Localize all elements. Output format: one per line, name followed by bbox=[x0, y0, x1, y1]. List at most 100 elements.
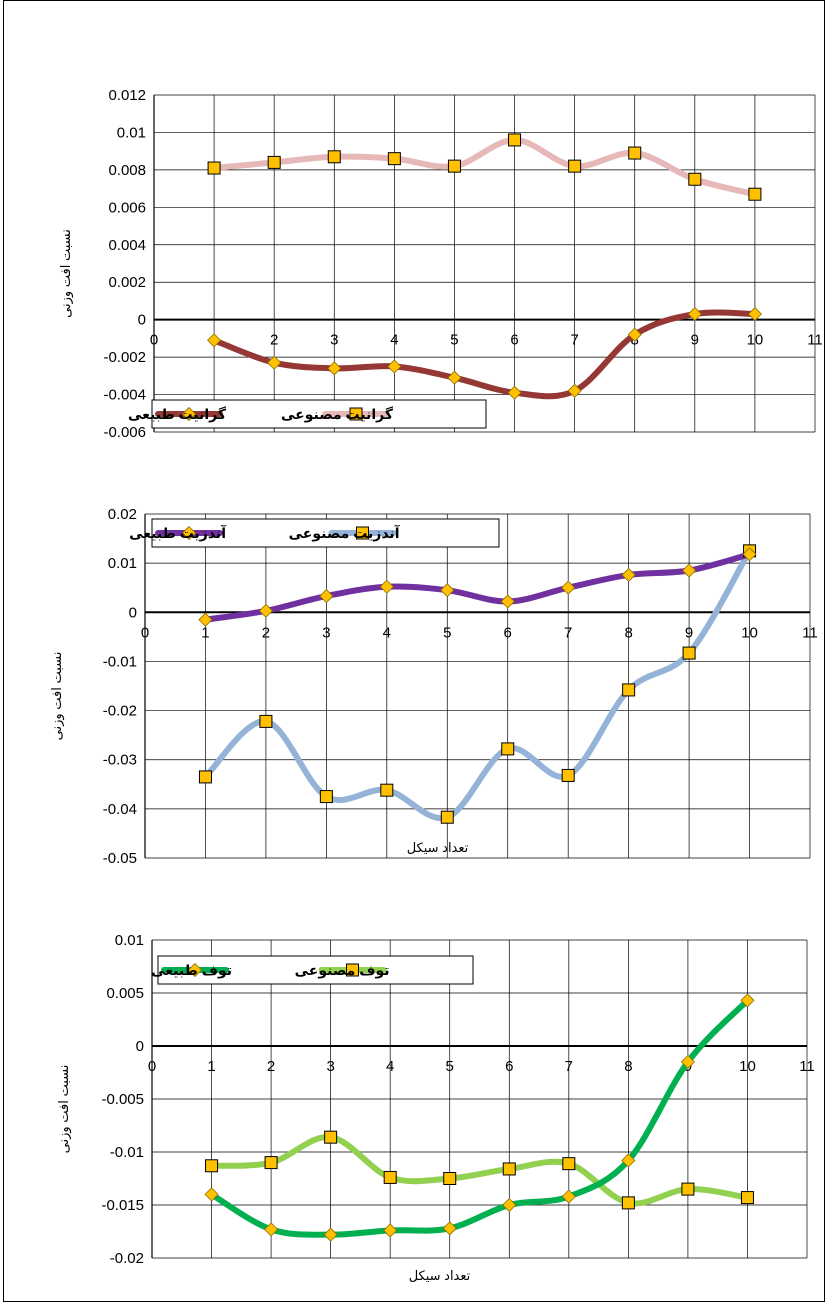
y-tick-label: 0.01 bbox=[108, 555, 137, 572]
data-point bbox=[447, 159, 461, 173]
data-point bbox=[621, 1196, 635, 1210]
data-point bbox=[742, 547, 757, 562]
data-point bbox=[500, 594, 515, 609]
data-point bbox=[568, 159, 582, 173]
x-axis-title: تعداد سیکل bbox=[409, 1268, 471, 1283]
x-tick-label: 11 bbox=[807, 332, 823, 349]
data-point bbox=[387, 152, 401, 166]
x-tick-label: 0 bbox=[150, 332, 158, 349]
y-tick-label: 0.006 bbox=[108, 199, 146, 216]
data-point bbox=[502, 1162, 516, 1176]
data-point bbox=[740, 993, 755, 1008]
y-tick-label: -0.006 bbox=[103, 424, 146, 441]
data-point bbox=[379, 579, 394, 594]
y-tick-label: -0.04 bbox=[103, 801, 137, 818]
data-point bbox=[327, 150, 341, 164]
legend-label: توف طبیعی bbox=[151, 962, 232, 979]
x-tick-label: 5 bbox=[446, 1058, 454, 1075]
x-tick-label: 8 bbox=[624, 1058, 632, 1075]
data-point bbox=[323, 1227, 338, 1242]
data-point bbox=[443, 1172, 457, 1185]
data-point bbox=[562, 1157, 576, 1171]
legend-label: توف مصنوعی bbox=[295, 962, 390, 979]
x-tick-label: 4 bbox=[386, 1058, 394, 1075]
x-tick-label: 5 bbox=[443, 624, 451, 641]
chart-1: -0.006-0.004-0.00200.0020.0040.0060.0080… bbox=[58, 87, 823, 441]
legend: آندزیت طبیعی آندزیت مصنوعی bbox=[129, 518, 500, 548]
data-point bbox=[264, 1222, 279, 1237]
x-tick-label: 10 bbox=[747, 332, 764, 349]
x-tick-label: 5 bbox=[450, 332, 458, 349]
data-point bbox=[501, 742, 515, 756]
x-tick-label: 4 bbox=[390, 332, 398, 349]
data-point bbox=[628, 146, 642, 160]
data-point bbox=[567, 383, 582, 398]
legend-label: گرانیت طبیعی bbox=[128, 406, 227, 423]
data-point bbox=[508, 133, 522, 147]
y-tick-label: 0.002 bbox=[108, 274, 146, 291]
data-point bbox=[627, 327, 642, 342]
data-point bbox=[687, 306, 702, 322]
y-tick-label: 0.01 bbox=[115, 932, 144, 949]
x-tick-label: 2 bbox=[270, 332, 278, 349]
y-tick-label: 0.02 bbox=[108, 506, 137, 523]
legend: گرانیت طبیعی گرانیت مصنوعی bbox=[128, 399, 487, 429]
x-tick-label: 0 bbox=[141, 624, 149, 641]
x-tick-label: 10 bbox=[739, 1058, 756, 1075]
legend-swatch-marker bbox=[349, 407, 363, 421]
y-tick-label: -0.03 bbox=[103, 752, 137, 769]
data-point bbox=[327, 361, 342, 376]
x-tick-label: 9 bbox=[691, 332, 699, 349]
y-axis-title: نسبت افت وزنی bbox=[56, 1065, 72, 1154]
x-tick-label: 3 bbox=[326, 1058, 334, 1075]
x-tick-label: 11 bbox=[802, 624, 818, 641]
data-point bbox=[267, 355, 282, 370]
y-tick-label: -0.05 bbox=[103, 850, 137, 867]
data-point bbox=[561, 580, 576, 595]
data-point bbox=[387, 359, 402, 374]
legend-swatch-marker bbox=[356, 526, 369, 540]
legend-label: آندزیت مصنوعی bbox=[289, 524, 401, 542]
data-point bbox=[204, 1187, 219, 1202]
x-tick-label: 3 bbox=[322, 624, 330, 641]
data-point bbox=[621, 1153, 636, 1168]
series-line bbox=[202, 551, 753, 623]
data-point bbox=[740, 1191, 754, 1205]
data-point bbox=[198, 612, 213, 627]
data-point bbox=[383, 1170, 397, 1184]
data-point bbox=[622, 683, 636, 697]
data-point bbox=[264, 1156, 278, 1170]
data-point bbox=[380, 783, 394, 797]
data-point bbox=[267, 155, 281, 169]
x-tick-label: 8 bbox=[624, 624, 632, 641]
data-point bbox=[682, 646, 696, 660]
y-tick-label: 0.012 bbox=[108, 87, 146, 104]
x-tick-label: 7 bbox=[564, 624, 572, 641]
x-tick-label: 1 bbox=[201, 624, 209, 641]
x-tick-label: 6 bbox=[504, 624, 512, 641]
data-point bbox=[502, 1197, 517, 1213]
x-tick-label: 2 bbox=[262, 624, 270, 641]
x-tick-label: 7 bbox=[565, 1058, 573, 1075]
legend: توف طبیعی توف مصنوعی bbox=[151, 955, 474, 985]
data-point bbox=[680, 1054, 695, 1069]
y-tick-label: -0.02 bbox=[110, 1250, 144, 1267]
y-tick-label: 0 bbox=[136, 1038, 144, 1055]
legend-swatch-marker bbox=[346, 963, 359, 977]
data-point bbox=[207, 333, 222, 348]
data-point bbox=[440, 583, 455, 598]
y-tick-label: -0.005 bbox=[101, 1091, 144, 1108]
data-point bbox=[681, 1182, 695, 1196]
y-tick-label: -0.01 bbox=[103, 653, 137, 670]
x-tick-label: 4 bbox=[383, 624, 391, 641]
x-tick-label: 10 bbox=[741, 624, 758, 641]
data-point bbox=[383, 1223, 398, 1238]
legend-label: آندزیت طبیعی bbox=[129, 524, 227, 541]
x-tick-label: 6 bbox=[505, 1058, 513, 1075]
y-tick-label: -0.01 bbox=[110, 1144, 144, 1161]
x-tick-label: 0 bbox=[148, 1058, 156, 1075]
data-point bbox=[442, 1221, 457, 1236]
series-line bbox=[208, 997, 751, 1238]
